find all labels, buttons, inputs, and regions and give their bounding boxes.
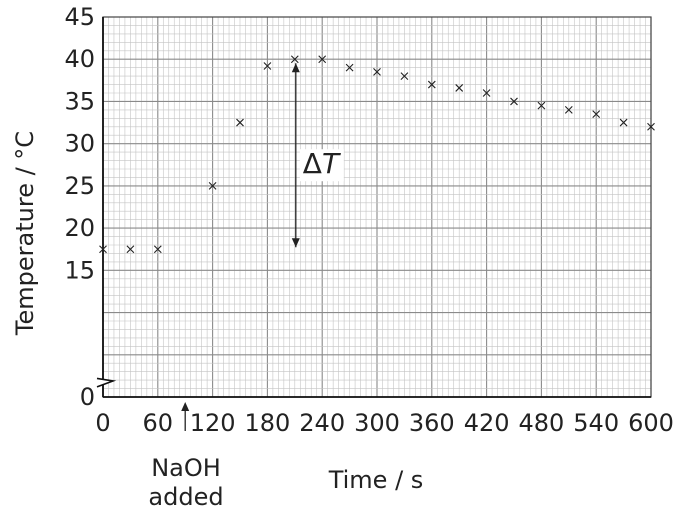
- delta-symbol: Δ: [303, 147, 322, 180]
- data-point: [153, 245, 162, 254]
- y-tick-label: 20: [64, 214, 95, 242]
- data-point: [345, 63, 354, 72]
- x-tick-label: 480: [518, 409, 564, 437]
- x-axis-title: Time / s: [328, 466, 424, 494]
- data-point: [373, 67, 381, 76]
- naoh-label-line2: added: [148, 483, 223, 511]
- data-point: [564, 106, 573, 114]
- y-axis-break-mark: [96, 377, 117, 388]
- x-tick-label: 240: [299, 409, 345, 437]
- data-point: [427, 80, 436, 89]
- data-point: [400, 72, 409, 81]
- y-tick-label: 30: [64, 130, 95, 158]
- x-tick-label: 180: [244, 409, 290, 437]
- delta-variable: T: [322, 147, 341, 180]
- y-tick-label: 15: [64, 256, 95, 284]
- data-points: [99, 55, 655, 254]
- delta-t-label: ΔT: [303, 147, 341, 180]
- grid: [102, 16, 652, 398]
- y-tick-label: 40: [64, 45, 95, 73]
- x-tick-label: 360: [409, 409, 455, 437]
- x-tick-label: 420: [464, 409, 510, 437]
- x-tick-label: 120: [190, 409, 236, 437]
- data-point: [510, 97, 518, 106]
- tick-labels: 0 60 120 180 240 300 360 420 480 540 600 0 15 20 25 30 3…: [64, 3, 673, 437]
- data-point: [208, 182, 217, 190]
- data-point: [537, 101, 546, 110]
- delta-t-label-background: [299, 149, 344, 182]
- data-point: [455, 84, 464, 92]
- y-tick-label: 35: [64, 87, 95, 115]
- y-axis-title: Temperature / °C: [11, 131, 39, 336]
- y-tick-label: 25: [64, 172, 95, 200]
- naoh-arrow-head: [181, 402, 190, 411]
- x-tick-label: 300: [354, 409, 400, 437]
- data-point: [236, 118, 244, 127]
- x-tick-label: 60: [143, 409, 174, 437]
- data-point: [619, 118, 628, 127]
- data-point: [290, 55, 299, 64]
- y-tick-label: 0: [80, 383, 95, 411]
- delta-t-arrow-head-bottom: [291, 238, 300, 248]
- axes: [96, 16, 652, 398]
- x-tick-label: 600: [628, 409, 674, 437]
- x-tick-label: 0: [95, 409, 110, 437]
- data-point: [482, 89, 491, 97]
- data-point: [318, 55, 327, 64]
- data-point: [126, 245, 135, 254]
- data-point: [263, 62, 272, 70]
- delta-t-arrow-head-top: [291, 63, 300, 73]
- naoh-label-line1: NaOH: [151, 454, 221, 482]
- x-tick-label: 540: [573, 409, 619, 437]
- data-point: [99, 245, 107, 254]
- y-tick-label: 45: [64, 3, 95, 31]
- data-point: [647, 122, 655, 131]
- data-point: [592, 110, 601, 118]
